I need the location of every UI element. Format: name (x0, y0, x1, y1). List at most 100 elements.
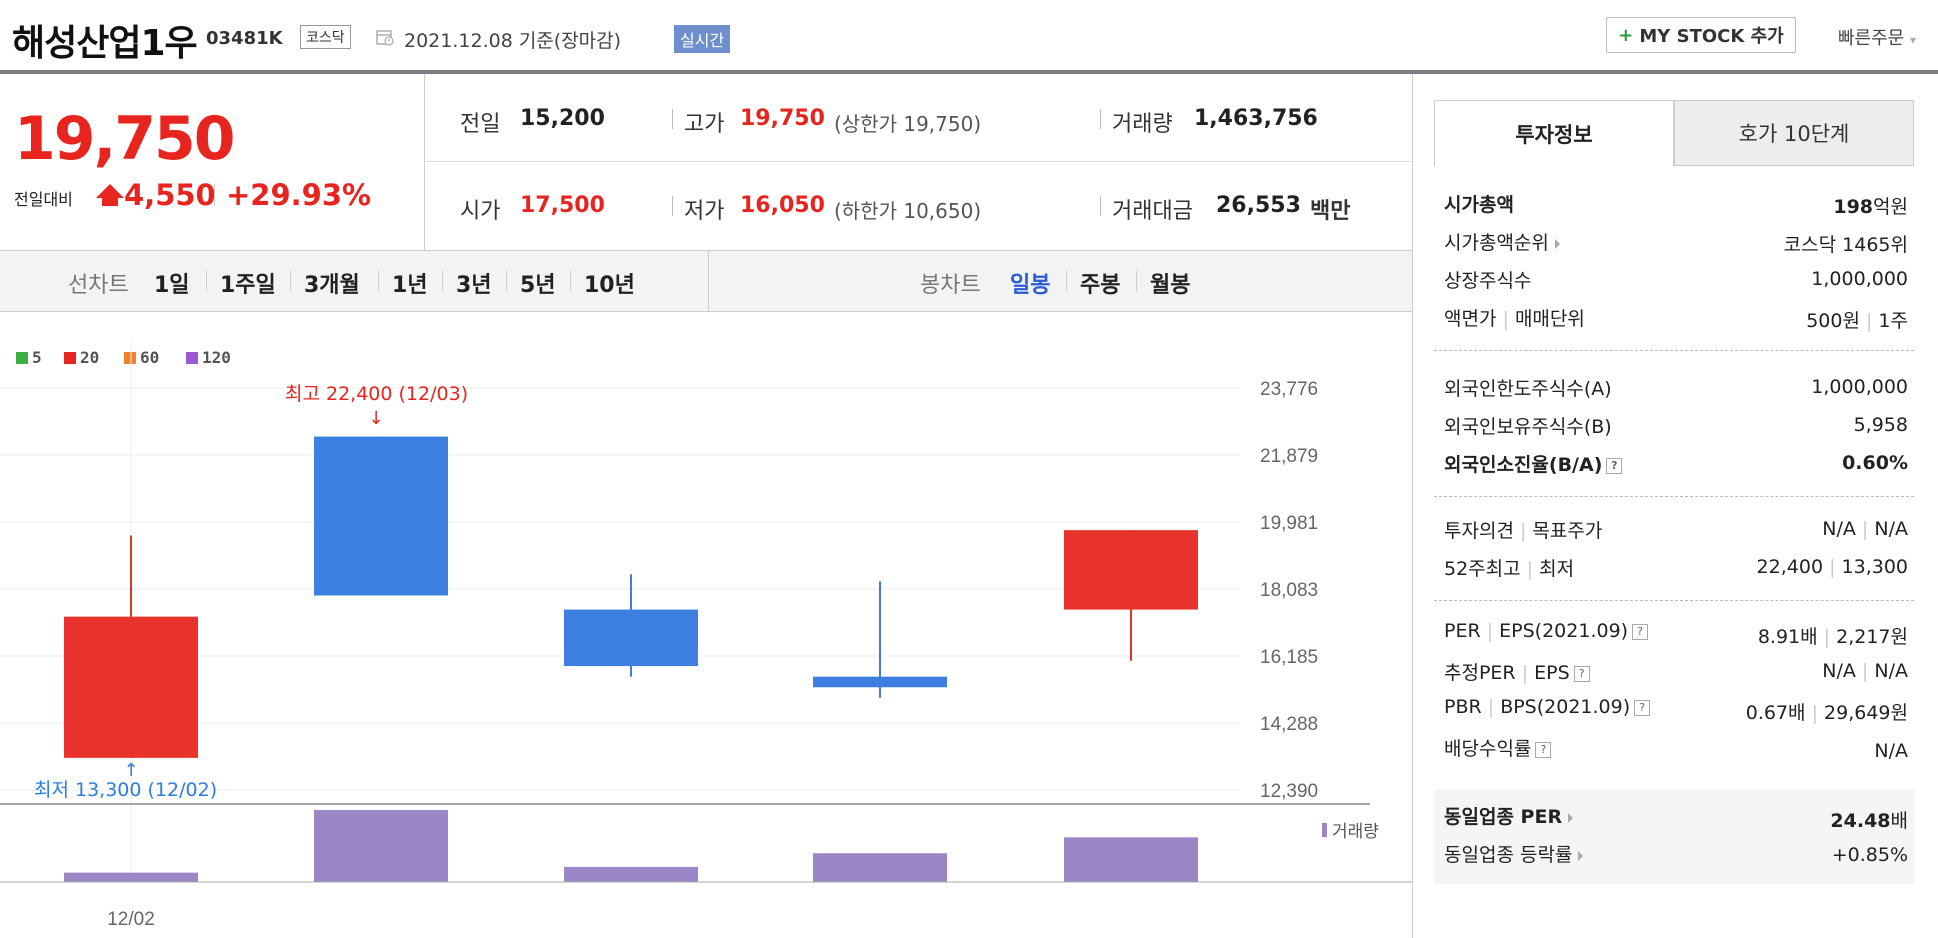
legend-swatch (186, 352, 198, 364)
foreign-limit-value: 1,000,000 (1811, 376, 1908, 398)
high-value: 19,750 (740, 106, 825, 131)
help-icon[interactable]: ? (1606, 457, 1623, 474)
legend-swatch (64, 352, 76, 364)
plus-icon: + (1618, 24, 1634, 46)
period-1w[interactable]: 1주일 (220, 273, 276, 298)
change-percent: +29.93% (226, 178, 372, 212)
candle-body (314, 436, 448, 596)
down-arrow-icon: ↓ (368, 408, 383, 429)
par-value-label: 액면가 | 매매단위 (1444, 308, 1585, 330)
low-value: 16,050 (740, 193, 825, 218)
foreign-ratio-value: 0.60% (1842, 452, 1908, 474)
chevron-right-icon (1554, 238, 1560, 249)
volume-label: 거래량 (1112, 112, 1173, 137)
tab-order-book[interactable]: 호가 10단계 (1674, 100, 1914, 166)
add-my-stock-label: MY STOCK 추가 (1639, 26, 1784, 47)
week52-value: 22,400 | 13,300 (1756, 556, 1908, 578)
stock-code: 03481K (206, 28, 283, 49)
candle-monthly[interactable]: 월봉 (1150, 273, 1191, 298)
y-tick-label: 14,288 (1260, 714, 1318, 735)
base-date: 2021.12.08 기준(장마감) (404, 30, 622, 52)
x-tick-label: 12/02 (107, 909, 155, 930)
period-3m[interactable]: 3개월 (304, 273, 360, 298)
low-label: 저가 (684, 199, 725, 224)
prev-close-label: 전일 (460, 112, 501, 137)
open-value: 17,500 (520, 193, 605, 218)
period-1y[interactable]: 1년 (392, 273, 428, 298)
per-eps-value: 8.91배 | 2,217원 (1757, 626, 1908, 648)
period-1d[interactable]: 1일 (154, 273, 190, 298)
market-badge: 코스닥 (300, 25, 351, 49)
candle-weekly[interactable]: 주봉 (1080, 273, 1121, 298)
candle-daily[interactable]: 일봉 (1010, 273, 1051, 298)
candle-body (564, 609, 698, 667)
volume-legend-label: 거래량 (1332, 822, 1379, 842)
y-tick-label: 19,981 (1260, 513, 1318, 534)
change-label: 전일대비 (14, 190, 73, 209)
opinion-label: 투자의견 | 목표주가 (1444, 520, 1603, 542)
high-label: 고가 (684, 112, 725, 137)
quick-order-button[interactable]: 빠른주문 ▾ (1838, 24, 1916, 50)
amount-unit: 백만 (1310, 199, 1351, 224)
stock-name: 해성산업1우 (12, 23, 198, 64)
realtime-badge[interactable]: 실시간 (674, 25, 731, 53)
market-cap-label: 시가총액 (1444, 194, 1514, 216)
candle-body (64, 616, 198, 758)
legend-label: 20 (80, 348, 99, 367)
current-price: 19,750 (14, 104, 236, 174)
low-annotation: 최저 13,300 (12/02) (34, 779, 217, 801)
help-icon[interactable]: ? (1632, 623, 1649, 640)
peer-change-value: +0.85% (1831, 844, 1908, 866)
help-icon[interactable]: ? (1634, 699, 1651, 716)
chevron-right-icon (1578, 850, 1584, 861)
up-arrow-icon: ↑ (123, 760, 138, 781)
week52-label: 52주최고 | 최저 (1444, 558, 1575, 580)
tab-invest-info[interactable]: 투자정보 (1434, 100, 1674, 166)
market-cap-rank-label[interactable]: 시가총액순위 (1444, 228, 1560, 255)
foreign-holding-label: 외국인보유주식수(B) (1444, 416, 1612, 438)
volume-bar (64, 872, 198, 882)
market-cap-value: 198억원 (1833, 196, 1908, 218)
header-divider (0, 70, 1938, 74)
y-tick-label: 18,083 (1260, 580, 1318, 601)
listed-shares-value: 1,000,000 (1811, 268, 1908, 290)
calendar-icon (376, 30, 394, 46)
pbr-bps-label: PBR | BPS(2021.09)? (1444, 696, 1651, 718)
volume-value: 1,463,756 (1194, 106, 1318, 131)
high-annotation: 최고 22,400 (12/03) (285, 383, 468, 405)
candle-body (1064, 530, 1198, 610)
help-icon[interactable]: ? (1535, 741, 1552, 758)
y-tick-label: 23,776 (1260, 379, 1318, 400)
volume-bar (1064, 837, 1198, 882)
period-3y[interactable]: 3년 (456, 273, 492, 298)
legend-swatch (16, 352, 28, 364)
per-eps-label: PER | EPS(2021.09)? (1444, 620, 1649, 642)
y-tick-label: 12,390 (1260, 781, 1318, 802)
foreign-limit-label: 외국인한도주식수(A) (1444, 378, 1612, 400)
y-tick-label: 16,185 (1260, 647, 1318, 668)
add-my-stock-button[interactable]: + MY STOCK 추가 (1606, 17, 1796, 53)
foreign-ratio-label: 외국인소진율(B/A)? (1444, 450, 1623, 477)
y-tick-label: 21,879 (1260, 446, 1318, 467)
legend-label: 120 (202, 348, 231, 367)
volume-bar (813, 853, 947, 882)
peer-per-label[interactable]: 동일업종 PER (1444, 802, 1574, 829)
est-per-value: N/A | N/A (1822, 660, 1908, 682)
up-arrow-icon (96, 184, 124, 198)
lower-limit: (하한가 10,650) (834, 199, 982, 223)
prev-close-value: 15,200 (520, 106, 605, 131)
period-10y[interactable]: 10년 (584, 273, 635, 298)
caret-down-icon: ▾ (1909, 33, 1917, 47)
peer-change-label[interactable]: 동일업종 등락률 (1444, 840, 1584, 867)
opinion-value: N/A | N/A (1822, 518, 1908, 540)
par-value-value: 500원 | 1주 (1806, 310, 1908, 332)
legend-swatch (124, 352, 136, 364)
peer-per-value: 24.48배 (1830, 810, 1908, 832)
legend-label: 60 (140, 348, 159, 367)
upper-limit: (상한가 19,750) (834, 112, 982, 136)
help-icon[interactable]: ? (1573, 665, 1590, 682)
period-5y[interactable]: 5년 (520, 273, 556, 298)
foreign-holding-value: 5,958 (1853, 414, 1908, 436)
quick-order-label: 빠른주문 (1838, 28, 1905, 49)
volume-bar (564, 866, 698, 882)
